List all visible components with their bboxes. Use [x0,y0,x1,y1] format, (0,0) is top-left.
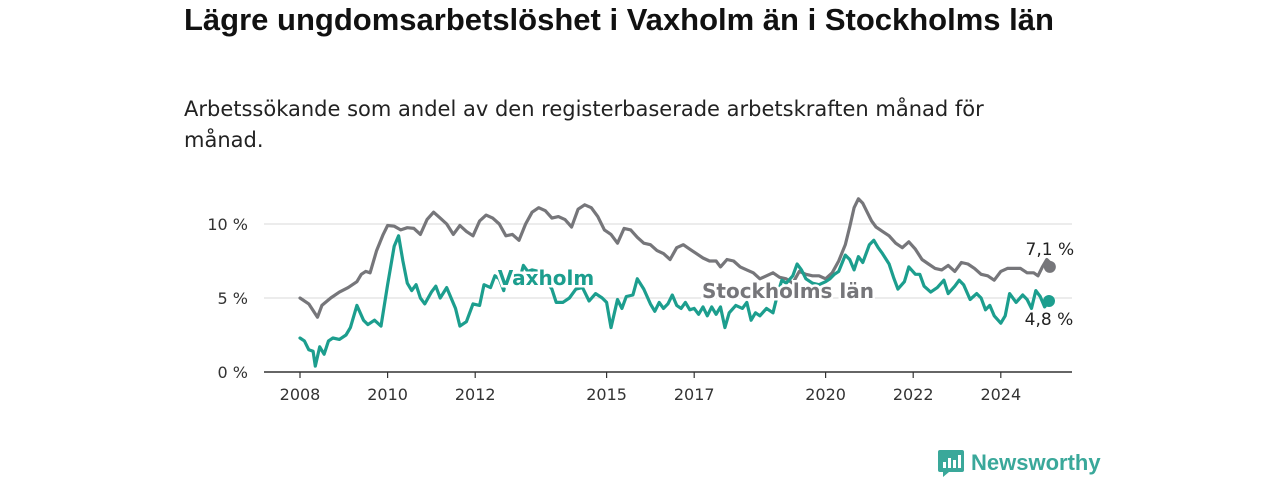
newsworthy-logo-icon [938,450,964,477]
gridlines [264,223,1072,299]
x-tick-label: 2022 [893,385,934,404]
y-tick-label: 5 % [218,289,248,308]
x-tick-label: 2020 [805,385,846,404]
y-tick-label: 0 % [218,363,248,382]
end-value-label: 7,1 % [1026,240,1075,260]
x-tick-label: 2015 [586,385,627,404]
x-tick-label: 2008 [280,385,321,404]
brand-name: Newsworthy [971,450,1101,475]
x-tick-label: 2010 [367,385,408,404]
y-tick-label: 10 % [207,215,248,234]
y-axis-ticks: 0 % 5 % 10 % [207,215,248,382]
brand-logo[interactable]: Newsworthy [937,448,1101,478]
series-labels: 7,1 % 4,8 % Stockholms län Vaxholm [495,240,1075,330]
series-line-vaxholm [298,234,1051,368]
series-lines [298,197,1056,368]
chart-title: Lägre ungdomsarbetslöshet i Vaxholm än i… [184,2,1054,37]
chart-subtitle: Arbetssökande som andel av den registerb… [184,97,984,152]
end-point-marker [1042,294,1055,307]
x-axis: 2008 2010 2012 2015 2017 2020 2022 2024 [264,371,1072,404]
end-point-marker [1043,260,1056,273]
series-label-vaxholm: Vaxholm [498,266,594,290]
x-tick-label: 2024 [980,385,1021,404]
series-label-stockholms-lan: Stockholms län [702,279,874,303]
end-value-label: 4,8 % [1025,310,1074,330]
series-line-stockholms-lan [298,197,1052,319]
x-tick-label: 2017 [674,385,715,404]
x-tick-label: 2012 [455,385,496,404]
